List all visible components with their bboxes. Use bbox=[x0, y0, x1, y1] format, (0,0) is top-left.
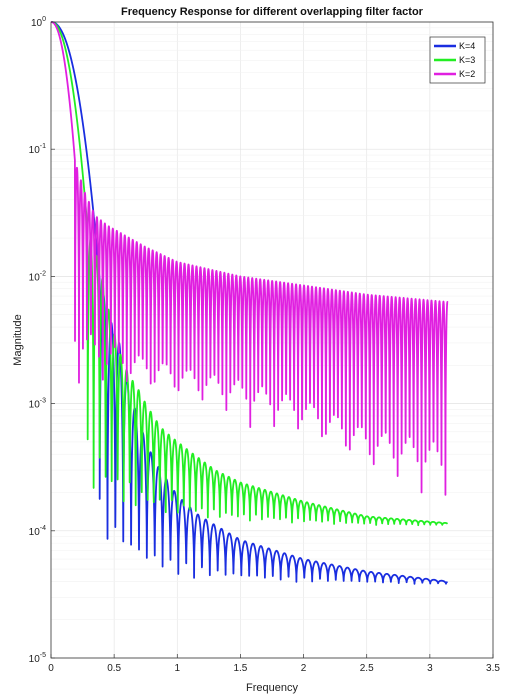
legend: K=4 K=3 K=2 bbox=[429, 36, 486, 84]
x-tick-label: 3.5 bbox=[486, 663, 500, 674]
x-tick-label: 2.5 bbox=[360, 663, 374, 674]
y-axis-label: Magnitude bbox=[12, 314, 24, 365]
y-tick-label: 100 bbox=[31, 16, 46, 29]
series-line-k2 bbox=[50, 21, 449, 496]
x-tick-label: 3 bbox=[427, 663, 433, 674]
ticks: 0 0.5 1 1.5 2 2.5 3 3.5 100 10-1 10-2 10-3 10-4 10-5 bbox=[29, 16, 501, 674]
x-tick-label: 0 bbox=[48, 663, 54, 674]
x-tick-label: 0.5 bbox=[107, 663, 121, 674]
legend-label: K=4 bbox=[459, 41, 475, 51]
y-tick-label: 10-5 bbox=[29, 652, 46, 665]
x-tick-label: 2 bbox=[301, 663, 307, 674]
y-tick-label: 10-1 bbox=[29, 143, 46, 156]
y-tick-label: 10-3 bbox=[29, 398, 46, 411]
x-tick-label: 1 bbox=[175, 663, 181, 674]
x-tick-label: 1.5 bbox=[233, 663, 247, 674]
legend-label: K=3 bbox=[459, 55, 475, 65]
series-line-k3 bbox=[50, 21, 449, 527]
y-tick-label: 10-4 bbox=[29, 525, 46, 538]
series-layer bbox=[50, 21, 449, 585]
legend-label: K=2 bbox=[459, 69, 475, 79]
chart-title: Frequency Response for different overlap… bbox=[121, 6, 424, 18]
y-tick-label: 10-2 bbox=[29, 270, 46, 283]
plot-frame bbox=[50, 21, 494, 659]
x-axis-label: Frequency bbox=[246, 682, 298, 694]
